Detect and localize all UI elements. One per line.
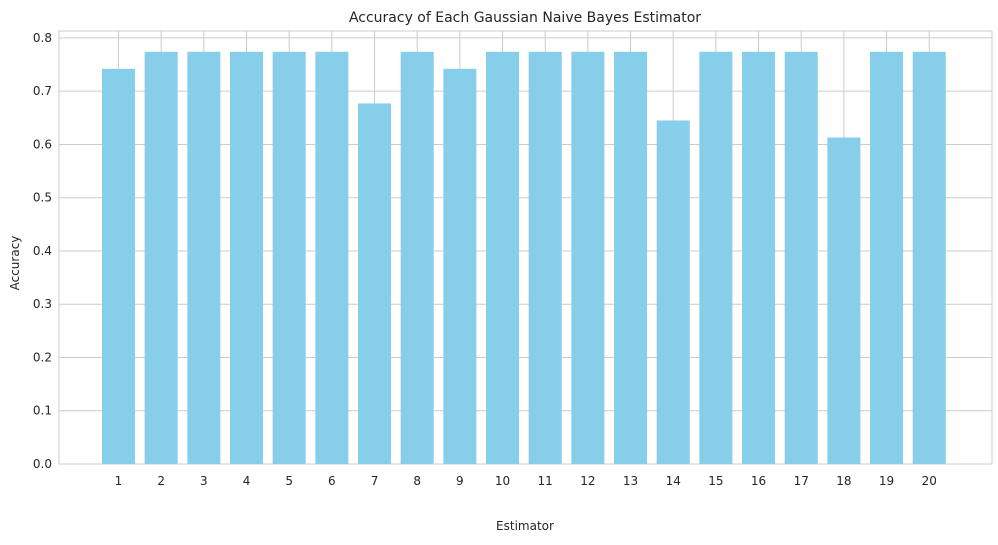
x-tick-label: 7 <box>371 474 379 488</box>
y-tick-label: 0.5 <box>33 191 52 205</box>
x-tick-label: 5 <box>285 474 293 488</box>
bar-estimator-2 <box>144 51 178 465</box>
x-tick-label: 14 <box>666 474 681 488</box>
x-tick-labels: 1 2 3 4 5 6 7 8 9 10 11 12 13 14 15 16 17 18 19 20 <box>115 474 937 488</box>
bars <box>102 51 946 465</box>
bar-estimator-8 <box>400 51 434 465</box>
x-tick-label: 6 <box>328 474 336 488</box>
bar-estimator-1 <box>102 68 135 464</box>
bar-estimator-15 <box>699 51 733 465</box>
x-tick-label: 12 <box>580 474 595 488</box>
y-axis-label: Accuracy <box>8 236 22 291</box>
y-tick-label: 0.4 <box>33 244 52 258</box>
bar-estimator-16 <box>742 51 776 465</box>
x-tick-label: 15 <box>708 474 723 488</box>
bar-estimator-3 <box>187 51 221 465</box>
y-tick-label: 0.3 <box>33 297 52 311</box>
x-tick-label: 20 <box>922 474 937 488</box>
bar-estimator-13 <box>614 51 648 465</box>
y-tick-label: 0.7 <box>33 84 52 98</box>
y-tick-label: 0.8 <box>33 31 52 45</box>
bar-estimator-4 <box>230 51 264 465</box>
y-tick-label: 0.1 <box>33 404 52 418</box>
x-tick-label: 13 <box>623 474 638 488</box>
bar-estimator-18 <box>827 137 861 465</box>
x-tick-label: 19 <box>879 474 894 488</box>
bar-estimator-12 <box>571 51 605 465</box>
bar-estimator-6 <box>315 51 349 465</box>
x-tick-label: 4 <box>243 474 251 488</box>
x-tick-label: 3 <box>200 474 208 488</box>
x-tick-label: 18 <box>836 474 851 488</box>
x-tick-label: 10 <box>495 474 510 488</box>
x-tick-label: 17 <box>794 474 809 488</box>
y-tick-labels: 0.0 0.1 0.2 0.3 0.4 0.5 0.6 0.7 0.8 <box>33 31 52 471</box>
bar-estimator-9 <box>443 68 477 464</box>
x-tick-label: 2 <box>157 474 165 488</box>
bar-estimator-17 <box>784 51 818 465</box>
x-tick-label: 8 <box>413 474 421 488</box>
x-axis-label: Estimator <box>496 519 554 533</box>
bar-estimator-19 <box>870 51 904 465</box>
bar-estimator-14 <box>656 120 690 464</box>
bar-estimator-11 <box>528 51 562 465</box>
x-tick-label: 11 <box>538 474 553 488</box>
y-tick-label: 0.2 <box>33 350 52 364</box>
chart-title: Accuracy of Each Gaussian Naive Bayes Es… <box>349 10 701 26</box>
bar-estimator-10 <box>486 51 520 465</box>
x-tick-label: 16 <box>751 474 766 488</box>
y-tick-label: 0.0 <box>33 457 52 471</box>
x-tick-label: 1 <box>115 474 123 488</box>
bar-estimator-20 <box>912 51 946 465</box>
x-tick-label: 9 <box>456 474 464 488</box>
bar-estimator-5 <box>272 51 306 465</box>
plot-frame <box>58 30 993 465</box>
bar-estimator-7 <box>358 103 392 465</box>
y-tick-label: 0.6 <box>33 137 52 151</box>
